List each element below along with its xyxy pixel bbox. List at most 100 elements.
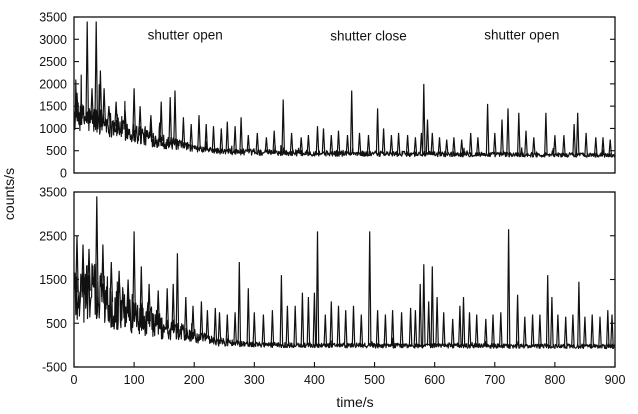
y-tick-label: 3000 (39, 33, 67, 47)
shutter-annotation: shutter open (484, 28, 559, 43)
top-plot-area (73, 21, 616, 158)
y-tick-label: 1500 (39, 100, 67, 114)
signal-spike (272, 130, 276, 153)
signal-spike (399, 312, 404, 346)
signal-spike (264, 137, 269, 153)
signal-spike (81, 244, 85, 292)
signal-spike (437, 137, 442, 155)
signal-spike (123, 110, 127, 130)
signal-spike (572, 123, 576, 155)
signal-spike (98, 70, 103, 122)
signal-spike (491, 314, 495, 347)
top-y-axis: 0 500 1000 1500 2000 2500 3000 3500 (39, 11, 615, 181)
signal-spike (343, 310, 348, 346)
signal-spike (95, 196, 99, 294)
signal-spike (499, 312, 503, 347)
signal-spike (285, 305, 290, 346)
signal-spike (468, 132, 473, 155)
signal-spike (461, 296, 466, 346)
signal-spike (252, 312, 257, 345)
signal-spike (430, 132, 435, 155)
signal-spike (336, 130, 341, 154)
signal-spike (500, 119, 504, 155)
signal-spike (225, 314, 230, 343)
signal-spike (299, 137, 303, 154)
signal-spike (279, 275, 284, 346)
signal-spike (281, 99, 285, 153)
signal-spike (523, 316, 527, 347)
signal-spike (405, 135, 410, 155)
signal-spike (239, 117, 243, 153)
signal-spike (493, 132, 497, 155)
signal-spike (225, 121, 230, 152)
signal-spike (459, 139, 464, 155)
signal-spike (601, 137, 605, 156)
signal-spike (117, 270, 121, 307)
signal-spike (425, 119, 430, 155)
signal-spike (217, 312, 222, 342)
y-tick-label: 500 (46, 317, 67, 331)
signal-spike (515, 294, 520, 347)
signal-spike (583, 316, 587, 347)
bottom-plot-area (73, 196, 616, 350)
annotation-background (137, 26, 234, 45)
signal-spike (389, 135, 394, 154)
top-panel: 0 500 1000 1500 2000 2500 3000 3500 shutter ope… (39, 11, 616, 181)
signal-spike (532, 137, 536, 155)
signal-spike (474, 314, 479, 346)
signal-spike (441, 312, 446, 346)
signal-spike (345, 135, 350, 154)
signal-spike (204, 123, 208, 150)
signal-spike (408, 307, 413, 346)
signal-spike (413, 310, 418, 346)
signal-spike (357, 132, 362, 154)
signal-spike (336, 305, 341, 346)
signal-spike (577, 281, 581, 347)
signal-spike (139, 266, 144, 318)
signal-spike (506, 108, 510, 155)
signal-spike (184, 296, 188, 334)
signal-spike (422, 83, 426, 155)
top-panel-frame (73, 16, 616, 174)
signal-spike (189, 123, 193, 148)
signal-spike (606, 310, 610, 347)
y-tick-label: -500 (42, 361, 67, 375)
signal-spike (197, 115, 201, 150)
signal-spike (205, 310, 210, 340)
x-tick-label: 700 (484, 373, 505, 387)
signal-spike (563, 316, 568, 347)
signal-spike (575, 112, 580, 156)
signal-spike (171, 283, 175, 331)
signal-spike (556, 314, 560, 347)
signal-spike (114, 101, 118, 127)
signal-spike (517, 112, 521, 155)
x-tick-label: 800 (544, 373, 565, 387)
signal-spike (255, 132, 260, 153)
signal-spike (351, 305, 356, 346)
signal-spike (390, 310, 395, 346)
signal-spike (101, 244, 105, 298)
signal-spike (550, 296, 554, 347)
signal-spike (159, 101, 163, 141)
x-tick-label: 100 (124, 373, 145, 387)
signal-spike (75, 92, 79, 118)
signal-spike (598, 316, 602, 347)
signal-spike (270, 310, 275, 345)
signal-spike (191, 305, 195, 337)
signal-spike (300, 292, 305, 346)
signal-spike (553, 135, 557, 155)
bottom-y-axis: -500 500 1500 2500 3500 (39, 186, 615, 375)
y-tick-label: 2000 (39, 77, 67, 91)
signal-spike (79, 101, 83, 119)
signal-spike (608, 139, 612, 156)
y-axis-title: counts/s (1, 168, 17, 220)
signal-spike (168, 97, 172, 144)
signal-spike (610, 314, 614, 347)
signal-spike (545, 275, 550, 347)
signal-spike (418, 283, 422, 346)
signal-spike (132, 88, 136, 133)
signal-trace (73, 74, 616, 158)
signal-spike (293, 305, 297, 346)
signal-spike (359, 314, 364, 346)
